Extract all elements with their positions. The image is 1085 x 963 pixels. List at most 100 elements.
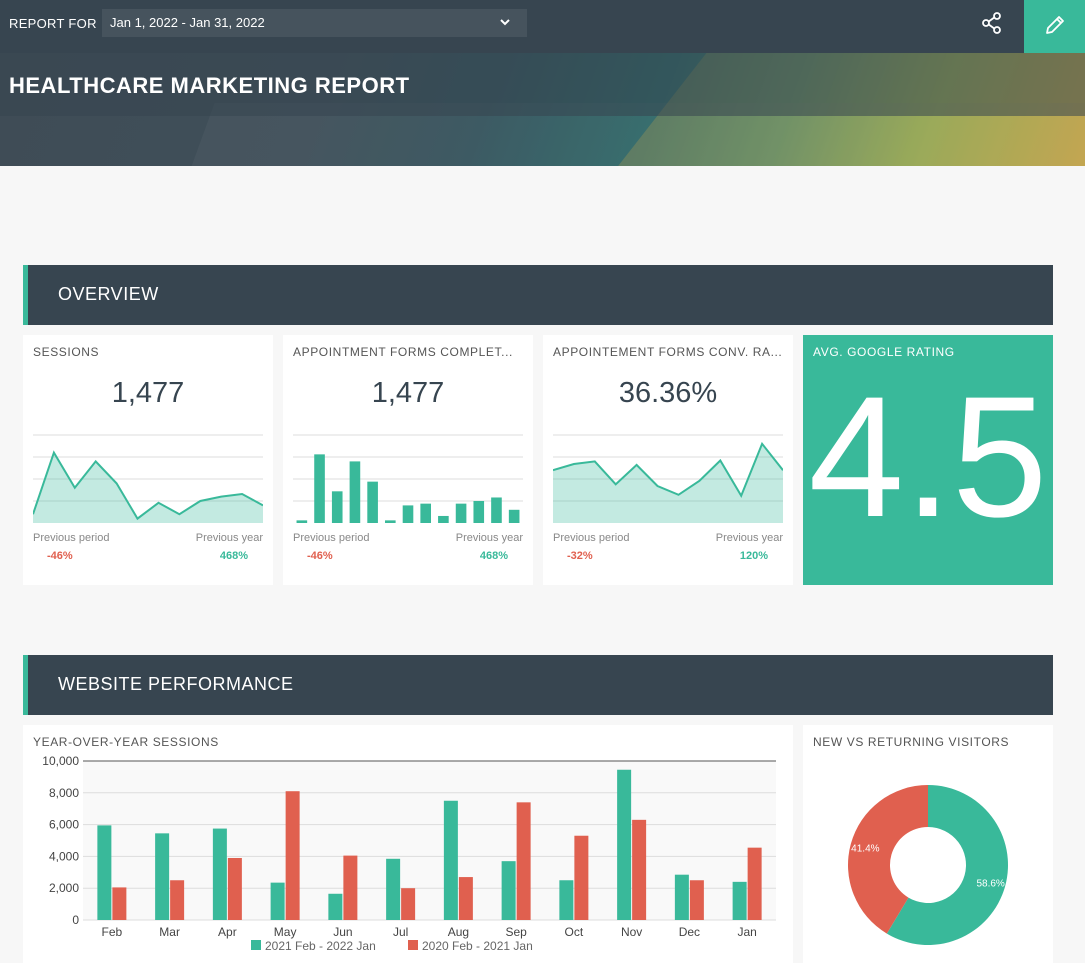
sparkbar bbox=[385, 520, 396, 523]
sparkbar bbox=[438, 515, 449, 523]
y-tick-label: 6,000 bbox=[49, 818, 79, 832]
bar bbox=[574, 835, 589, 920]
bar bbox=[674, 874, 689, 920]
legend-swatch bbox=[408, 940, 418, 950]
previous-year-delta: 468% bbox=[479, 550, 508, 562]
yoy-chart-title: YEAR-OVER-YEAR SESSIONS bbox=[33, 735, 219, 749]
overview-section-header: OVERVIEW bbox=[23, 265, 1053, 325]
y-tick-label: 10,000 bbox=[42, 754, 79, 768]
bar bbox=[386, 858, 401, 920]
x-tick-label: Jan bbox=[737, 925, 756, 939]
yoy-sessions-card[interactable]: YEAR-OVER-YEAR SESSIONS 0 2,000 4,000 6,000… bbox=[23, 725, 793, 963]
sparkbar bbox=[296, 520, 308, 523]
x-tick-label: Feb bbox=[102, 925, 123, 939]
x-tick-label: Dec bbox=[679, 925, 700, 939]
forms-completed-sparkbar bbox=[293, 434, 523, 523]
plot-area bbox=[83, 761, 776, 920]
sparkbar bbox=[331, 491, 343, 523]
bar bbox=[732, 881, 747, 920]
previous-year-delta: 120% bbox=[739, 550, 768, 562]
sparkline-area bbox=[33, 452, 263, 523]
bar bbox=[285, 791, 300, 920]
previous-year-label: Previous year bbox=[195, 532, 263, 544]
previous-period-label: Previous period bbox=[293, 532, 370, 544]
previous-period-delta: -32% bbox=[567, 550, 593, 562]
sparkbar bbox=[367, 481, 378, 523]
pencil-icon bbox=[1046, 16, 1064, 34]
x-tick-label: Nov bbox=[621, 925, 642, 939]
donut-slice-label: 58.6% bbox=[976, 878, 1004, 889]
bar bbox=[689, 880, 704, 920]
legend-label: 2020 Feb - 2021 Jan bbox=[422, 939, 533, 953]
previous-year-label: Previous year bbox=[455, 532, 523, 544]
share-icon[interactable] bbox=[980, 11, 1004, 35]
kpi-title: SESSIONS bbox=[33, 345, 100, 359]
date-range-select[interactable]: Jan 1, 2022 - Jan 31, 2022 bbox=[102, 9, 527, 37]
previous-period-delta: -46% bbox=[47, 550, 73, 562]
visitors-card[interactable]: NEW VS RETURNING VISITORS 58.6% 41.4% bbox=[803, 725, 1053, 963]
previous-period-label: Previous period bbox=[33, 532, 110, 544]
overview-heading: OVERVIEW bbox=[58, 284, 159, 304]
kpi-value: 1,477 bbox=[371, 377, 445, 409]
report-for-label: REPORT FOR bbox=[9, 16, 97, 31]
legend-swatch bbox=[251, 940, 261, 950]
x-tick-label: Mar bbox=[159, 925, 180, 939]
yoy-sessions-chart: 0 2,000 4,000 6,000 8,000 10,000 Feb Mar Apr May J… bbox=[42, 754, 776, 953]
kpi-title: APPOINTEMENT FORMS CONV. RA... bbox=[553, 345, 783, 359]
bar bbox=[443, 800, 458, 920]
sparkbar bbox=[349, 461, 361, 523]
bar bbox=[343, 855, 358, 920]
bar bbox=[97, 825, 112, 920]
y-tick-label: 0 bbox=[72, 913, 79, 927]
bar bbox=[270, 882, 285, 920]
visitors-donut-chart: 58.6% 41.4% bbox=[848, 785, 1008, 945]
kpi-card-forms-completed[interactable]: APPOINTMENT FORMS COMPLET... 1,477 Previ… bbox=[283, 335, 533, 585]
sparkbar bbox=[314, 454, 325, 523]
report-banner: HEALTHCARE MARKETING REPORT bbox=[0, 53, 1085, 166]
y-tick-label: 4,000 bbox=[49, 849, 79, 863]
bar bbox=[559, 880, 574, 920]
bar bbox=[617, 769, 632, 920]
top-bar: REPORT FOR Jan 1, 2022 - Jan 31, 2022 bbox=[0, 0, 1085, 53]
x-tick-label: Jul bbox=[393, 925, 408, 939]
bar bbox=[458, 877, 473, 920]
rating-title: AVG. GOOGLE RATING bbox=[813, 345, 955, 359]
sparkline-area bbox=[553, 443, 783, 523]
previous-period-delta: -46% bbox=[307, 550, 333, 562]
x-tick-label: Apr bbox=[218, 925, 237, 939]
donut-slice-label: 41.4% bbox=[851, 844, 879, 855]
donut-slice bbox=[848, 785, 928, 934]
website-performance-heading: WEBSITE PERFORMANCE bbox=[58, 674, 294, 694]
website-performance-section-header: WEBSITE PERFORMANCE bbox=[23, 655, 1053, 715]
kpi-value: 1,477 bbox=[111, 377, 185, 409]
sparkline-line bbox=[33, 450, 263, 521]
x-tick-label: Oct bbox=[565, 925, 584, 939]
sparkbar bbox=[508, 509, 520, 523]
sparkbar bbox=[491, 497, 502, 523]
sessions-sparkline bbox=[33, 434, 263, 523]
x-tick-label: Aug bbox=[448, 925, 469, 939]
y-tick-label: 2,000 bbox=[49, 881, 79, 895]
kpi-card-sessions[interactable]: SESSIONS 1,477 Previous period Previous … bbox=[23, 335, 273, 585]
kpi-value: 36.36% bbox=[618, 377, 718, 409]
previous-year-label: Previous year bbox=[715, 532, 783, 544]
bar bbox=[516, 802, 531, 920]
report-title: HEALTHCARE MARKETING REPORT bbox=[9, 73, 410, 98]
bar bbox=[501, 861, 516, 920]
sparkbar bbox=[402, 505, 414, 523]
sparkbar bbox=[420, 503, 431, 523]
bar bbox=[227, 857, 242, 920]
kpi-card-conversion-rate[interactable]: APPOINTEMENT FORMS CONV. RA... 36.36% Pr… bbox=[543, 335, 793, 585]
x-tick-label: May bbox=[274, 925, 297, 939]
bar bbox=[401, 888, 416, 920]
donut-slice bbox=[886, 785, 1008, 945]
y-tick-label: 8,000 bbox=[49, 786, 79, 800]
sparkbar bbox=[455, 503, 467, 523]
x-tick-label: Jun bbox=[333, 925, 352, 939]
kpi-card-google-rating[interactable]: AVG. GOOGLE RATING 4.5 bbox=[803, 335, 1053, 585]
bar bbox=[170, 880, 185, 920]
bar bbox=[747, 847, 762, 920]
rating-value: 4.5 bbox=[808, 361, 1048, 553]
bar bbox=[112, 887, 127, 920]
edit-button[interactable] bbox=[1024, 0, 1085, 53]
